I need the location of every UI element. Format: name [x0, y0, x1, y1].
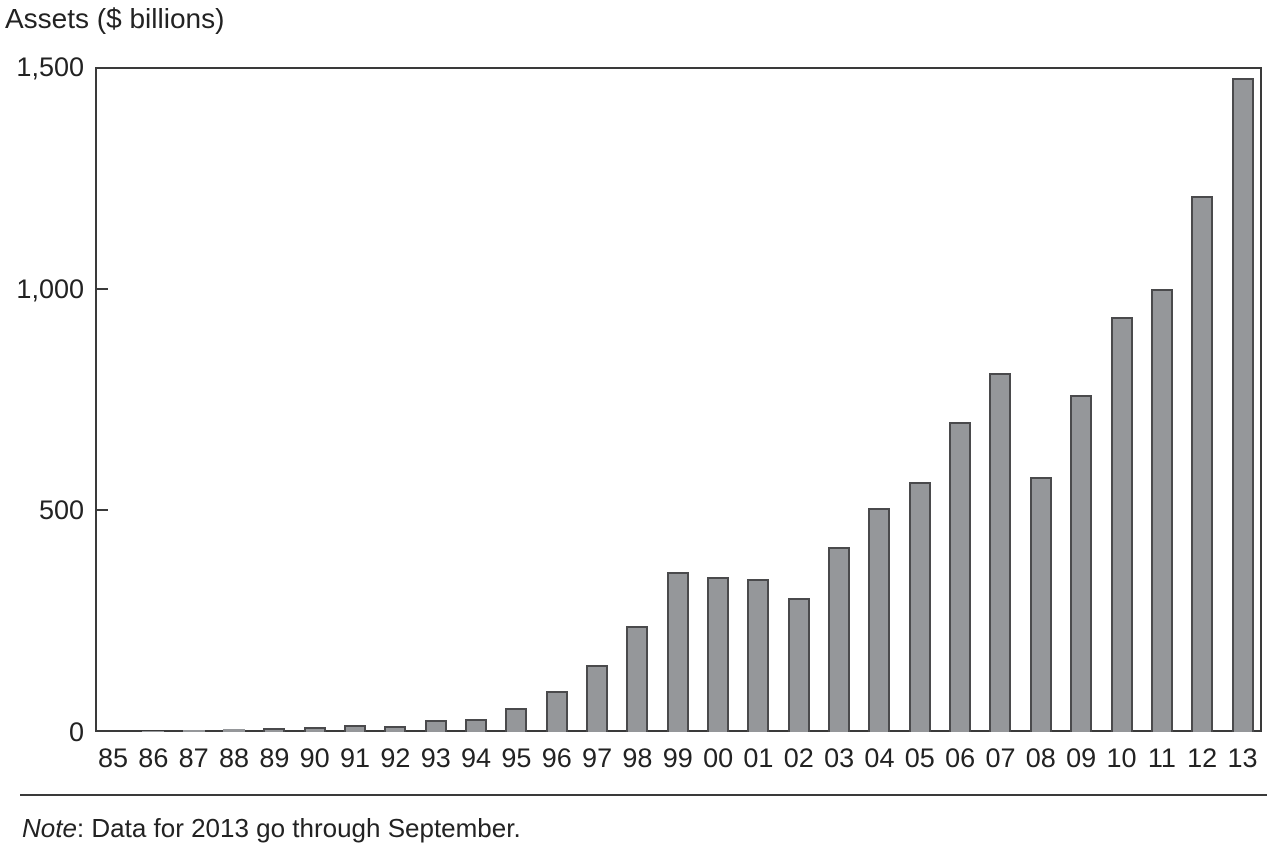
- x-tick-label-11: 11: [1147, 743, 1176, 773]
- x-tick-label-97: 97: [582, 743, 613, 773]
- x-tick-label-13: 13: [1227, 743, 1258, 773]
- bar-06: [949, 422, 972, 732]
- x-tick-label-07: 07: [985, 743, 1016, 773]
- x-tick-label-90: 90: [299, 743, 330, 773]
- bar-10: [1110, 317, 1133, 732]
- bar-98: [626, 626, 649, 732]
- note-label: Note: [22, 813, 77, 843]
- x-tick-label-96: 96: [541, 743, 572, 773]
- bar-90: [303, 727, 326, 732]
- bar-99: [666, 572, 689, 732]
- x-tick-label-09: 09: [1066, 743, 1097, 773]
- bar-96: [545, 691, 568, 732]
- bar-12: [1191, 196, 1214, 732]
- x-tick-label-89: 89: [259, 743, 290, 773]
- bar-94: [465, 719, 488, 732]
- note-body: : Data for 2013 go through September.: [76, 813, 521, 843]
- bar-91: [344, 725, 367, 732]
- x-tick-label-92: 92: [380, 743, 411, 773]
- x-tick-label-05: 05: [904, 743, 935, 773]
- x-tick-label-87: 87: [178, 743, 209, 773]
- x-tick-label-98: 98: [622, 743, 653, 773]
- note-text: Note: Data for 2013 go through September…: [22, 812, 521, 844]
- bar-93: [424, 720, 447, 732]
- note-divider-line: [20, 794, 1267, 796]
- x-tick-label-12: 12: [1187, 743, 1218, 773]
- bar-11: [1150, 289, 1173, 732]
- x-tick-label-10: 10: [1106, 743, 1137, 773]
- x-tick-label-04: 04: [864, 743, 895, 773]
- x-tick-label-85: 85: [97, 743, 129, 773]
- bar-02: [787, 598, 810, 732]
- bar-87: [182, 730, 205, 732]
- y-tick-label-1500: 1,500: [16, 52, 84, 82]
- bar-03: [828, 547, 851, 732]
- y-tick-label-500: 500: [38, 495, 84, 526]
- chart-title: Assets ($ billions): [5, 3, 225, 34]
- y-tick-mark-500: [97, 509, 108, 512]
- x-tick-label-02: 02: [783, 743, 814, 773]
- bar-04: [868, 508, 891, 732]
- x-tick-label-88: 88: [218, 743, 250, 773]
- x-tick-label-06: 06: [945, 743, 976, 773]
- y-tick-label-0: 0: [68, 717, 84, 747]
- bar-05: [908, 482, 931, 732]
- bar-86: [142, 731, 165, 732]
- bar-00: [707, 577, 730, 732]
- bar-97: [586, 665, 609, 732]
- x-tick-label-00: 00: [703, 743, 734, 773]
- bar-13: [1231, 78, 1254, 732]
- x-tick-label-93: 93: [420, 743, 451, 773]
- x-tick-label-03: 03: [824, 743, 855, 773]
- bar-95: [505, 708, 528, 732]
- bar-08: [1029, 477, 1052, 732]
- y-tick-mark-1000: [97, 287, 108, 290]
- bar-07: [989, 373, 1012, 732]
- x-tick-label-01: 01: [743, 743, 774, 773]
- x-tick-label-08: 08: [1025, 743, 1056, 773]
- x-tick-label-99: 99: [662, 743, 693, 773]
- bar-88: [223, 729, 246, 732]
- x-tick-label-95: 95: [501, 743, 532, 773]
- bar-09: [1070, 395, 1093, 732]
- x-tick-label-86: 86: [138, 743, 169, 773]
- x-tick-label-91: 91: [340, 743, 371, 773]
- bar-92: [384, 726, 407, 732]
- y-tick-label-1000: 1,000: [16, 273, 84, 304]
- bar-01: [747, 579, 770, 732]
- bar-89: [263, 728, 286, 732]
- x-tick-label-94: 94: [461, 743, 492, 773]
